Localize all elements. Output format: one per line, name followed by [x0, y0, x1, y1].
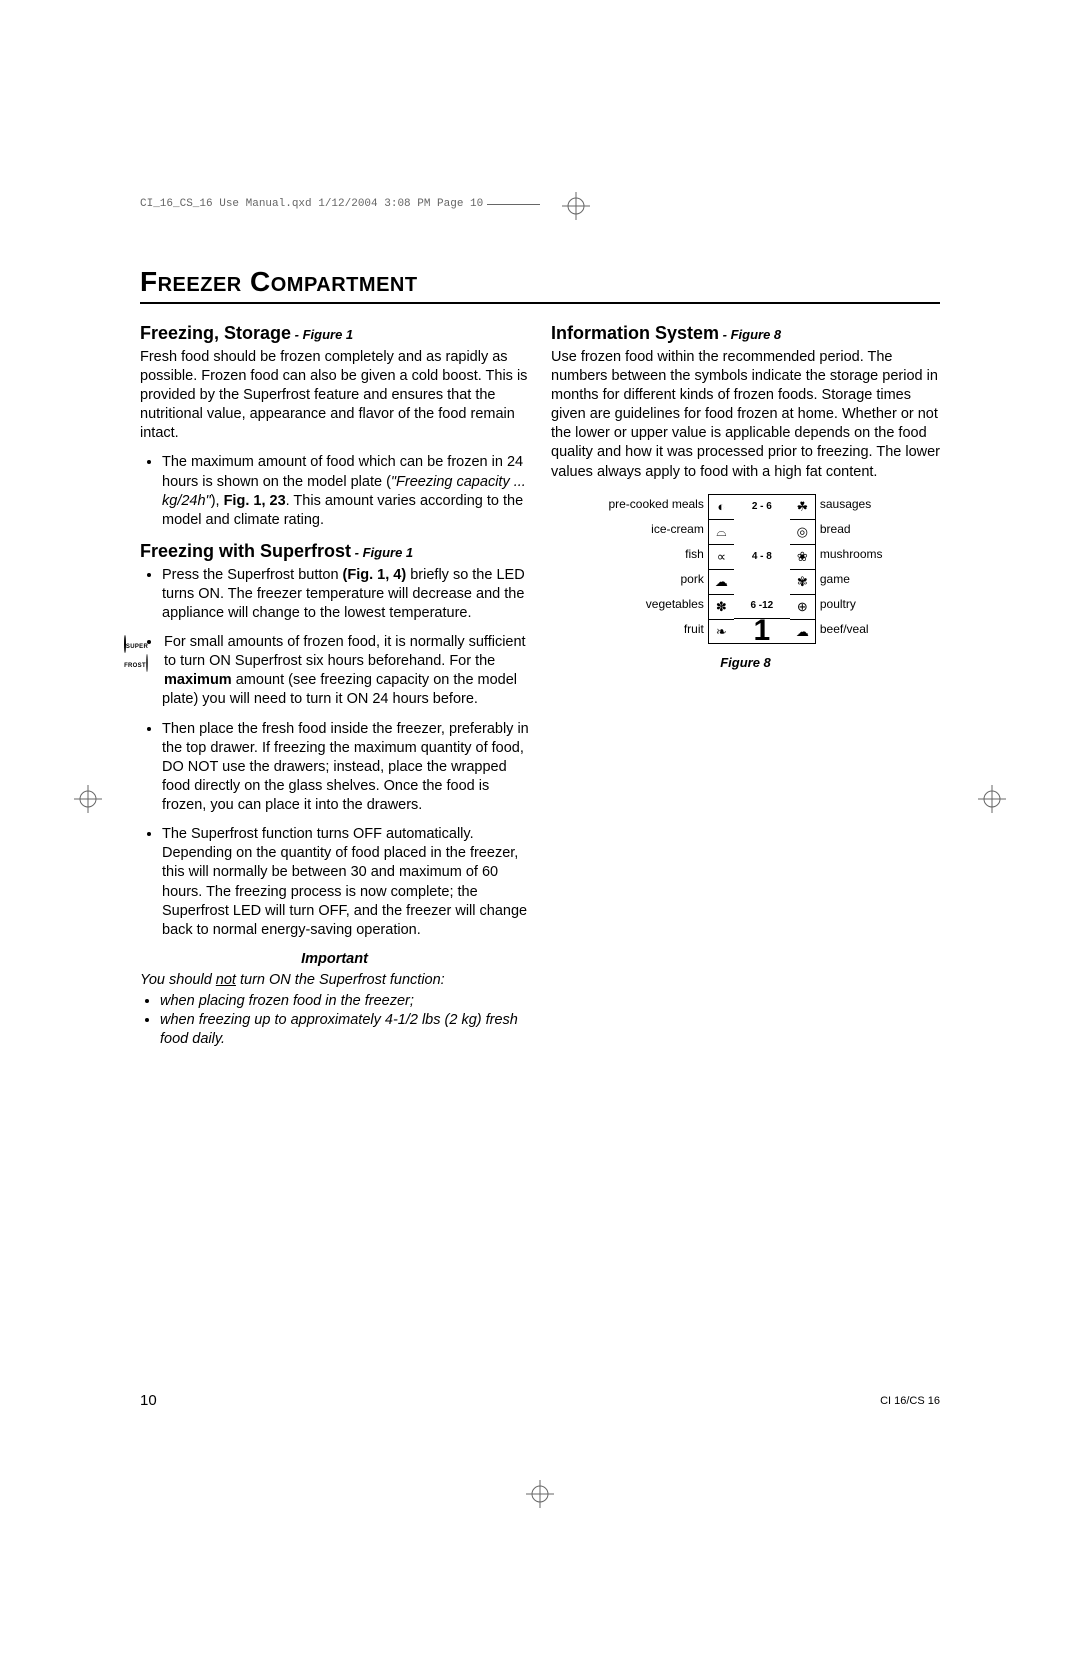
fig8-left-label: fruit — [608, 619, 707, 644]
fig8-left-label: pork — [608, 569, 707, 594]
figure-8: pre-cooked meals◐2 - 6☘sausages ice-cream… — [551, 494, 940, 671]
fig8-mid-value: 4 - 8 — [734, 544, 790, 569]
fig8-left-label: ice-cream — [608, 519, 707, 544]
fig8-panel: 1 — [734, 619, 790, 644]
fig8-right-icon: ✾ — [790, 569, 816, 594]
fig8-left-label: fish — [608, 544, 707, 569]
print-header: CI_16_CS_16 Use Manual.qxd 1/12/2004 3:0… — [140, 198, 940, 210]
page-content: Freezer Compartment Freezing, Storage - … — [140, 266, 940, 1050]
sec1-para: Fresh food should be frozen completely a… — [140, 348, 529, 444]
section-freezing-storage-title: Freezing, Storage - Figure 1 — [140, 322, 529, 346]
title-rule — [140, 302, 940, 304]
page-number: 10 — [140, 1392, 157, 1409]
registration-mark-top — [562, 192, 590, 220]
sec2-item-2: SUPER FROST For small amounts of frozen … — [162, 633, 529, 710]
fig8-right-label: sausages — [816, 494, 883, 519]
info-title-text: Information System — [551, 323, 719, 343]
fig8-right-icon: ◎ — [790, 519, 816, 544]
important-body: You should not turn ON the Superfrost fu… — [140, 971, 529, 1050]
sec2-item-4: The Superfrost function turns OFF automa… — [162, 825, 529, 940]
fig8-right-label: game — [816, 569, 883, 594]
right-column: Information System - Figure 8 Use frozen… — [551, 322, 940, 1050]
important-heading: Important — [140, 950, 529, 969]
fig8-left-icon: ☁ — [708, 569, 734, 594]
info-figref: - Figure 8 — [719, 327, 781, 342]
important-item-1: when placing frozen food in the freezer; — [160, 992, 529, 1011]
fig8-left-icon: ❧ — [708, 619, 734, 644]
section-superfrost-title: Freezing with Superfrost - Figure 1 — [140, 540, 529, 564]
registration-mark-right — [978, 785, 1006, 813]
sec2-title-text: Freezing with Superfrost — [140, 541, 351, 561]
fig8-left-icon: ⌓ — [708, 519, 734, 544]
fig8-right-label: bread — [816, 519, 883, 544]
fig8-right-label: beef/veal — [816, 619, 883, 644]
sec2-list: Press the Superfrost button (Fig. 1, 4) … — [140, 566, 529, 940]
section-info-title: Information System - Figure 8 — [551, 322, 940, 346]
fig8-right-label: poultry — [816, 594, 883, 619]
fig8-left-icon: ∝ — [708, 544, 734, 569]
fig8-right-icon: ⊕ — [790, 594, 816, 619]
fig8-left-label: vegetables — [608, 594, 707, 619]
fig8-right-icon: ❀ — [790, 544, 816, 569]
fig8-mid-value — [734, 519, 790, 544]
fig8-right-icon: ☁ — [790, 619, 816, 644]
fig8-mid-value: 2 - 6 — [734, 494, 790, 519]
info-para: Use frozen food within the recommended p… — [551, 348, 940, 482]
page-title: Freezer Compartment — [140, 266, 940, 298]
registration-mark-left — [74, 785, 102, 813]
superfrost-icon: SUPER FROST — [114, 635, 158, 673]
sec1-title-text: Freezing, Storage — [140, 323, 291, 343]
left-column: Freezing, Storage - Figure 1 Fresh food … — [140, 322, 529, 1050]
print-header-text: CI_16_CS_16 Use Manual.qxd 1/12/2004 3:0… — [140, 198, 487, 210]
sec1-item-1: The maximum amount of food which can be … — [162, 453, 529, 530]
superfrost-label: SUPER FROST — [124, 644, 148, 669]
figure-8-caption: Figure 8 — [551, 654, 940, 671]
fig8-left-icon: ✽ — [708, 594, 734, 619]
sec1-list: The maximum amount of food which can be … — [140, 453, 529, 530]
sec2-figref: - Figure 1 — [351, 545, 413, 560]
sec2-item-1: Press the Superfrost button (Fig. 1, 4) … — [162, 566, 529, 623]
sec1-figref: - Figure 1 — [291, 327, 353, 342]
fig8-left-icon: ◐ — [708, 494, 734, 519]
model-code: CI 16/CS 16 — [880, 1395, 940, 1407]
fig8-right-icon: ☘ — [790, 494, 816, 519]
fig8-right-label: mushrooms — [816, 544, 883, 569]
fig8-mid-value — [734, 569, 790, 594]
registration-mark-bottom — [526, 1480, 554, 1508]
fig8-left-label: pre-cooked meals — [608, 494, 707, 519]
sec2-item-3: Then place the fresh food inside the fre… — [162, 720, 529, 816]
important-item-2: when freezing up to approximately 4-1/2 … — [160, 1011, 529, 1049]
